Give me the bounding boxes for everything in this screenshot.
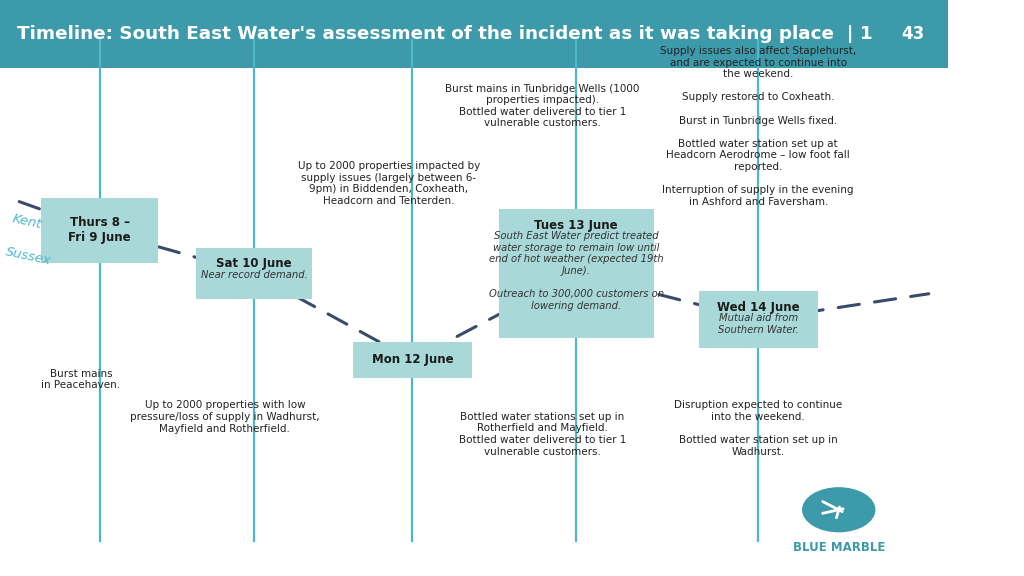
- Text: Sat 10 June: Sat 10 June: [216, 257, 292, 271]
- Text: South East Water predict treated
water storage to remain low until
end of hot we: South East Water predict treated water s…: [488, 232, 664, 311]
- Text: Up to 2000 properties with low
pressure/loss of supply in Wadhurst,
Mayfield and: Up to 2000 properties with low pressure/…: [130, 400, 319, 434]
- Text: Burst mains
in Peacehaven.: Burst mains in Peacehaven.: [41, 369, 121, 391]
- Text: Timeline: South East Water's assessment of the incident as it was taking place  : Timeline: South East Water's assessment …: [17, 25, 873, 43]
- FancyBboxPatch shape: [352, 342, 472, 378]
- FancyBboxPatch shape: [196, 248, 312, 299]
- FancyBboxPatch shape: [42, 198, 158, 263]
- Text: Tues 13 June: Tues 13 June: [535, 219, 618, 232]
- Text: Thurs 8 –
Fri 9 June: Thurs 8 – Fri 9 June: [69, 217, 131, 244]
- Text: Wed 14 June: Wed 14 June: [717, 301, 800, 314]
- FancyBboxPatch shape: [499, 210, 653, 338]
- FancyBboxPatch shape: [698, 291, 818, 348]
- Text: Up to 2000 properties impacted by
supply issues (largely between 6-
9pm) in Bidd: Up to 2000 properties impacted by supply…: [298, 161, 480, 206]
- Text: BLUE MARBLE: BLUE MARBLE: [793, 541, 885, 555]
- Text: 43: 43: [901, 25, 924, 43]
- Text: Kent: Kent: [11, 213, 43, 231]
- Text: Burst mains in Tunbridge Wells (1000
properties impacted).
Bottled water deliver: Burst mains in Tunbridge Wells (1000 pro…: [445, 84, 639, 128]
- Text: Sussex: Sussex: [5, 245, 53, 267]
- Text: Mon 12 June: Mon 12 June: [372, 354, 454, 366]
- Text: Disruption expected to continue
into the weekend.

Bottled water station set up : Disruption expected to continue into the…: [674, 400, 843, 457]
- Text: Bottled water stations set up in
Rotherfield and Mayfield.
Bottled water deliver: Bottled water stations set up in Rotherf…: [459, 412, 626, 457]
- Text: Mutual aid from
Southern Water.: Mutual aid from Southern Water.: [718, 313, 799, 335]
- FancyBboxPatch shape: [0, 0, 947, 68]
- Text: Near record demand.: Near record demand.: [201, 270, 307, 280]
- Circle shape: [803, 488, 874, 532]
- Text: Supply issues also affect Staplehurst,
and are expected to continue into
the wee: Supply issues also affect Staplehurst, a…: [660, 46, 856, 207]
